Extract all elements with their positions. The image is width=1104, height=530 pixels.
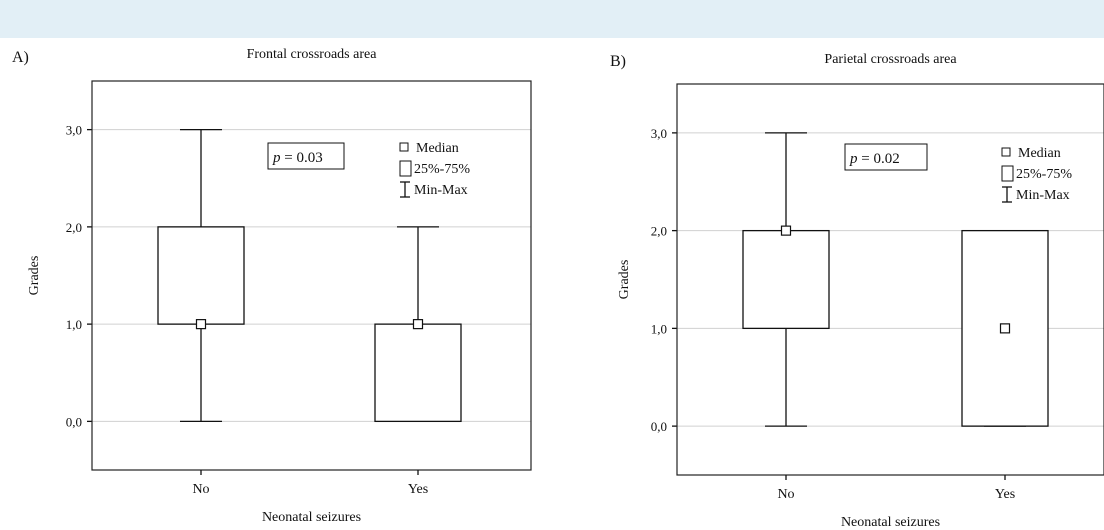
y-tick-label: 3,0 [651,126,667,141]
y-axis-label: Grades [27,256,42,296]
x-tick-label: No [192,482,209,497]
box-yes [375,227,461,422]
chart-frontal: Frontal crossroads area A) 0,0 1,0 2,0 3,0 No Y… [0,0,560,530]
y-tick-label: 1,0 [66,317,82,332]
iqr-box [743,231,829,329]
box-no [158,130,244,422]
legend-item-median: Median [416,141,459,156]
iqr-box [375,324,461,421]
legend-item-median: Median [1018,146,1061,161]
legend-item-minmax: Min-Max [1016,188,1070,203]
x-tick-label: No [777,487,794,502]
chart-title: Parietal crossroads area [824,52,957,67]
y-tick-label: 0,0 [66,414,82,429]
y-tick-label: 1,0 [651,321,667,336]
legend-item-iqr: 25%-75% [1016,167,1072,182]
p-value: = 0.02 [858,151,900,167]
p-value-annotation: p = 0.03 [272,150,323,166]
panel-label: B) [610,53,626,70]
x-axis-label: Neonatal seizures [262,510,361,525]
legend-item-iqr: 25%-75% [414,162,470,177]
legend-box-icon [1002,166,1013,181]
legend-median-icon [400,143,408,151]
x-tick-label: Yes [408,482,428,497]
y-axis-label: Grades [617,260,632,300]
legend-item-minmax: Min-Max [414,183,468,198]
p-value-annotation: p = 0.02 [849,151,900,167]
median-marker [414,320,423,329]
box-no [743,133,829,426]
y-tick-label: 2,0 [66,220,82,235]
median-marker [197,320,206,329]
y-tick-label: 3,0 [66,123,82,138]
median-marker [1001,324,1010,333]
chart-parietal: Parietal crossroads area B) 0,0 1,0 2,0 3,0 No… [560,0,1104,530]
legend-box-icon [400,161,411,176]
median-marker [782,226,791,235]
iqr-box [158,227,244,324]
legend: Median 25%-75% Min-Max [1002,146,1072,203]
y-tick-label: 2,0 [651,224,667,239]
box-yes [962,231,1048,427]
legend: Median 25%-75% Min-Max [400,141,470,198]
p-value: = 0.03 [281,150,323,166]
y-tick-label: 0,0 [651,419,667,434]
legend-median-icon [1002,148,1010,156]
panel-label: A) [12,49,29,66]
x-axis-label: Neonatal seizures [841,515,940,530]
chart-title: Frontal crossroads area [247,47,378,62]
x-tick-label: Yes [995,487,1015,502]
